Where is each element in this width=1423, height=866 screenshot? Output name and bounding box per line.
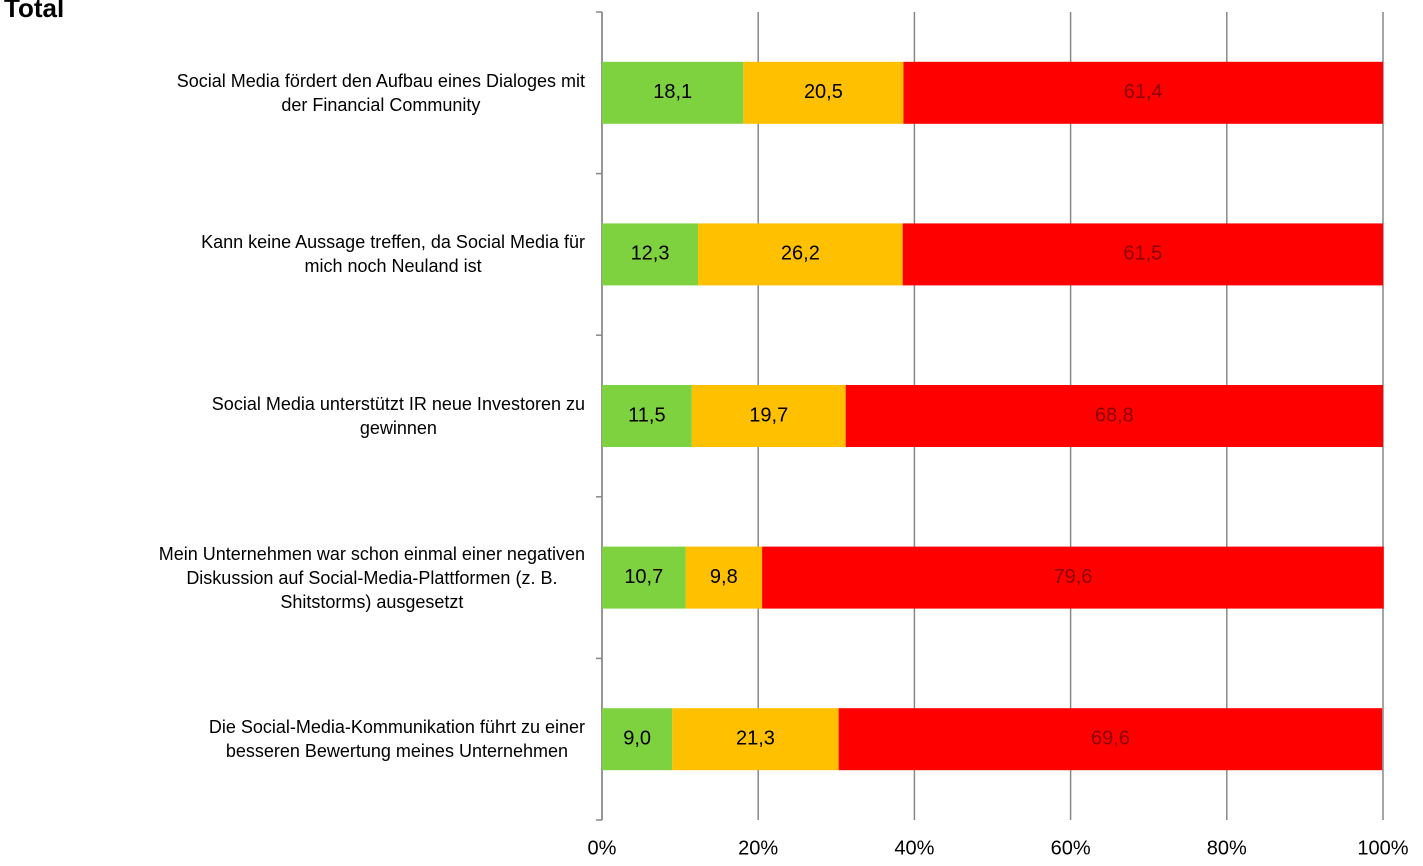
bar-segment bbox=[602, 546, 686, 609]
bar-segment bbox=[743, 61, 904, 124]
data-label: 9,8 bbox=[710, 566, 738, 588]
x-tick-label: 0% bbox=[588, 837, 617, 859]
data-label: 12,3 bbox=[631, 243, 670, 265]
data-label: 11,5 bbox=[628, 404, 665, 426]
data-label: 19,7 bbox=[749, 404, 788, 426]
x-tick-label: 80% bbox=[1207, 837, 1247, 859]
x-tick-label: 60% bbox=[1051, 837, 1091, 859]
bar-segment bbox=[602, 708, 673, 771]
category-label-box: Social Media unterstützt IR neue Investo… bbox=[212, 392, 585, 440]
data-label: 9,0 bbox=[623, 727, 651, 749]
category-label-box: Die Social-Media-Kommunikation führt zu … bbox=[209, 715, 585, 763]
data-label: 21,3 bbox=[736, 727, 775, 749]
x-tick-label: 100% bbox=[1357, 837, 1408, 859]
bar-segment bbox=[902, 223, 1383, 286]
chart-title: Total bbox=[4, 0, 64, 23]
y-tick-label: Die Social-Media-Kommunikation führt zu … bbox=[208, 717, 585, 762]
data-label: 10,7 bbox=[624, 566, 663, 588]
data-label: 18,1 bbox=[653, 81, 692, 103]
x-tick-label: 20% bbox=[738, 837, 778, 859]
y-tick-label: Mein Unternehmen war schon einmal einer … bbox=[158, 543, 585, 612]
data-label: 68,8 bbox=[1095, 404, 1134, 426]
bar-segment bbox=[762, 546, 1384, 609]
data-label: 61,4 bbox=[1124, 81, 1163, 103]
y-tick-label: Social Media fördert den Aufbau eines Di… bbox=[176, 70, 585, 115]
category-label-box: Kann keine Aussage treffen, da Social Me… bbox=[201, 230, 585, 278]
bar-segment bbox=[685, 546, 763, 609]
bar-segment bbox=[845, 385, 1383, 447]
bar-segment bbox=[838, 708, 1383, 771]
data-label: 79,6 bbox=[1053, 566, 1092, 588]
data-label: 69,6 bbox=[1091, 727, 1130, 749]
bar-segment bbox=[602, 385, 692, 447]
bar-segment bbox=[672, 708, 839, 771]
x-tick-label: 40% bbox=[894, 837, 934, 859]
y-tick-label: Social Media unterstützt IR neue Investo… bbox=[211, 394, 585, 438]
bar-segment bbox=[602, 223, 699, 286]
category-label-box: Social Media fördert den Aufbau eines Di… bbox=[177, 69, 585, 117]
y-tick-label: Kann keine Aussage treffen, da Social Me… bbox=[201, 232, 585, 277]
bar-segment bbox=[691, 385, 846, 447]
data-label: 20,5 bbox=[804, 81, 843, 103]
bar-segment bbox=[602, 61, 744, 124]
category-label-box: Mein Unternehmen war schon einmal einer … bbox=[159, 542, 585, 614]
data-label: 61,5 bbox=[1123, 243, 1162, 265]
bar-segment bbox=[698, 223, 903, 286]
bar-segment bbox=[903, 61, 1383, 124]
data-label: 26,2 bbox=[781, 243, 820, 265]
